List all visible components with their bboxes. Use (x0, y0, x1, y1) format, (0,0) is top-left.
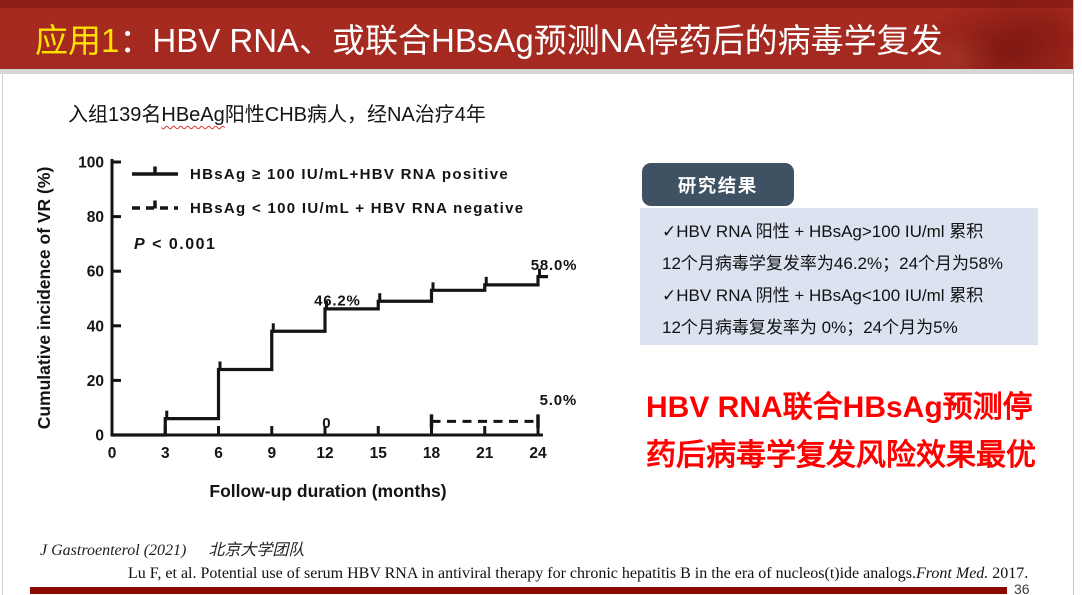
results-tab-label: 研究结果 (678, 175, 758, 196)
page-number: 36 (1014, 581, 1030, 595)
legend-label: HBsAg < 100 IU/mL + HBV RNA negative (190, 200, 524, 217)
series-solid (112, 275, 548, 437)
subtitle: 入组139名HBeAg阳性CHB病人，经NA治疗4年 (68, 98, 486, 127)
svg-text:0: 0 (108, 445, 117, 462)
svg-text:0: 0 (95, 428, 104, 445)
source-journal: J Gastroenterol (2021) (40, 542, 187, 559)
conclusion-line: 药后病毒学复发风险效果最优 (646, 439, 1036, 472)
svg-text:3: 3 (161, 445, 170, 462)
title-bar: 应用1 ：HBV RNA、或联合HBsAg预测NA停药后的病毒学复发 (0, 0, 1074, 69)
results-tab: 研究结果 (642, 163, 794, 206)
page-title: 应用1 ：HBV RNA、或联合HBsAg预测NA停药后的病毒学复发 (35, 0, 943, 69)
slide-left-edge (2, 74, 3, 595)
svg-text:20: 20 (87, 373, 104, 390)
result-line: ✓HBV RNA 阴性 + HBsAg<100 IU/ml 累积 (662, 286, 984, 305)
svg-text:40: 40 (87, 318, 104, 335)
result-line: 12个月病毒复发率为 0%；24个月为5% (662, 318, 958, 337)
svg-text:6: 6 (214, 445, 223, 462)
svg-text:18: 18 (423, 445, 441, 462)
svg-text:24: 24 (529, 445, 547, 462)
data-label: 58.0% (531, 257, 578, 274)
km-chart: 0 20 40 60 80 100 0 3 6 9 12 15 18 21 24 Cumulative inc… (34, 155, 578, 502)
subtitle-pre: 入组139名 (68, 104, 162, 126)
p-value: P < 0.001 (134, 236, 216, 253)
result-line: 12个月病毒学复发率为46.2%；24个月为58% (662, 254, 1004, 273)
title-rest: ：HBV RNA、或联合HBsAg预测NA停药后的病毒学复发 (119, 21, 943, 59)
citation-line: Lu F, et al. Potential use of serum HBV … (128, 565, 1028, 583)
bottom-accent-bar (30, 587, 1007, 594)
svg-text:21: 21 (476, 445, 494, 462)
legend-label: HBsAg ≥ 100 IU/mL+HBV RNA positive (190, 166, 509, 183)
data-label: 5.0% (540, 392, 577, 409)
citation-year: 2017. (988, 565, 1029, 582)
title-prefix: 应用1 (35, 21, 120, 59)
citation-journal: Front Med. (916, 565, 989, 582)
conclusion-line: HBV RNA联合HBsAg预测停 (646, 391, 1033, 424)
y-axis-title: Cumulative incidence of VR (%) (34, 167, 54, 430)
source-line: J Gastroenterol (2021) 北京大学团队 (40, 536, 304, 560)
svg-text:9: 9 (267, 445, 276, 462)
svg-text:100: 100 (78, 155, 104, 172)
conclusion-text: HBV RNA联合HBsAg预测停 药后病毒学复发风险效果最优 (646, 384, 1076, 480)
source-team: 北京大学团队 (208, 542, 305, 559)
slide-right-edge (1073, 0, 1074, 595)
subtitle-hbeag: HBeAg (161, 104, 225, 126)
result-line: ✓HBV RNA 阳性 + HBsAg>100 IU/ml 累积 (662, 222, 984, 241)
citation-text: Lu F, et al. Potential use of serum HBV … (128, 565, 917, 582)
data-label: 46.2% (314, 292, 361, 309)
data-label: 0 (322, 415, 331, 432)
results-box: ✓HBV RNA 阳性 + HBsAg>100 IU/ml 累积 12个月病毒学复… (640, 208, 1038, 345)
subtitle-post: 阳性CHB病人，经NA治疗4年 (224, 104, 486, 126)
svg-text:12: 12 (316, 445, 333, 462)
svg-text:15: 15 (370, 445, 388, 462)
svg-text:80: 80 (87, 209, 104, 226)
title-underline (0, 69, 1074, 74)
svg-text:60: 60 (87, 264, 104, 281)
x-axis-title: Follow-up duration (months) (209, 481, 446, 501)
